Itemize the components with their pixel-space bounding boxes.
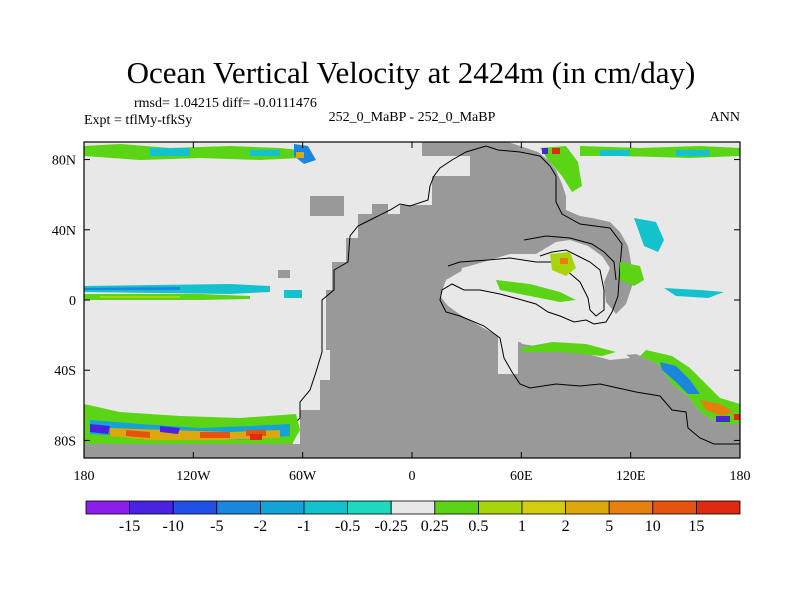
velocity-patch [700,400,734,416]
map-panel [84,142,740,458]
x-tick-label: 120E [616,469,646,484]
velocity-patch [660,362,700,394]
colorbar-swatch [521,500,566,515]
velocity-patch [560,258,568,264]
colorbar-label: -5 [210,518,223,535]
colorbar-swatch [434,500,479,515]
colorbar-swatch [129,500,174,515]
velocity-patch [600,150,710,156]
southern-band-east [640,350,740,424]
velocity-patch [540,146,582,192]
colorbar-swatch [303,500,348,515]
x-tick-label: 180 [74,469,95,484]
velocity-patch [634,218,664,252]
velocity-patch [496,280,576,302]
y-tick-label: 80N [52,154,76,169]
velocity-patch [542,148,548,154]
colorbar-label: -0.25 [375,518,408,535]
velocity-patch [734,414,740,420]
velocity-patch [126,430,266,438]
colorbar-swatch [477,500,523,515]
land-main [84,142,740,458]
season-label: ANN [710,110,740,125]
velocity-patch [520,342,616,356]
colorbar-label: 2 [562,518,570,535]
colorbar-swatch [390,500,436,515]
y-tick-label: 40N [52,224,76,239]
velocity-patch [296,152,304,158]
velocity-patch [250,434,262,440]
land-north-cap [422,142,478,156]
velocity-patch [84,144,300,160]
x-tick-label: 180 [730,469,751,484]
coastline [291,145,740,445]
colorbar-label: 5 [605,518,613,535]
velocity-patch [284,290,302,298]
colorbar-label: 1 [518,518,526,535]
colorbar-label: 15 [688,518,704,535]
colorbar-swatch [565,500,610,515]
equatorial-band [84,284,302,300]
case-label: 252_0_MaBP - 252_0_MaBP [329,110,496,125]
colorbar-swatch [85,500,130,515]
coastlines [291,145,740,445]
colorbar: -15 -10 -5 -2 -1 -0.5 -0.25 0.25 0.5 1 2 5 10 15 [85,500,741,535]
northern-band [84,144,740,192]
velocity-patch [84,287,180,290]
experiment-label: Expt = tflMy-tfkSy [84,113,192,128]
colorbar-swatch [216,500,261,515]
axes: 180 120W 60W 0 60E 120E 180 80N 40N 0 40S 80S [52,142,751,484]
land-mask [84,142,740,458]
stats-text: rmsd= 1.04215 diff= -0.0111476 [134,96,317,111]
colorbar-label: -2 [254,518,267,535]
colorbar-label: -15 [119,518,140,535]
colorbar-label: 0.5 [468,518,488,535]
land-island [310,196,344,216]
velocity-patch [620,262,644,286]
colorbar-swatch [608,500,654,515]
southern-band-west [84,404,300,444]
coastal-patches [496,218,724,356]
velocity-patch [150,148,280,156]
colorbar-swatch [172,500,218,515]
colorbar-label: -1 [297,518,310,535]
velocity-patch [100,296,180,298]
velocity-patch [294,144,316,164]
y-tick-label: 0 [69,294,76,309]
coastline [447,249,605,317]
velocity-patch [552,148,560,154]
colorbar-label: 0.25 [421,518,449,535]
x-tick-label: 0 [409,469,416,484]
x-tick-label: 60W [289,469,317,484]
velocity-patch [664,288,724,298]
chart-title: Ocean Vertical Velocity at 2424m (in cm/… [127,55,696,90]
velocity-patch [90,424,180,434]
land-island [278,270,290,278]
velocity-patch [716,416,730,422]
x-tick-label: 60E [510,469,533,484]
colorbar-swatch [259,500,305,515]
coastline [523,235,617,281]
colorbar-swatch [696,500,741,515]
y-tick-label: 80S [54,434,76,449]
colorbar-swatch [652,500,697,515]
colorbar-label: 10 [645,518,661,535]
colorbar-label: -0.5 [335,518,360,535]
x-tick-label: 120W [176,469,211,484]
velocity-patch [110,428,280,440]
colorbar-label: -10 [163,518,184,535]
colorbar-swatch [347,500,392,515]
y-tick-label: 40S [54,364,76,379]
